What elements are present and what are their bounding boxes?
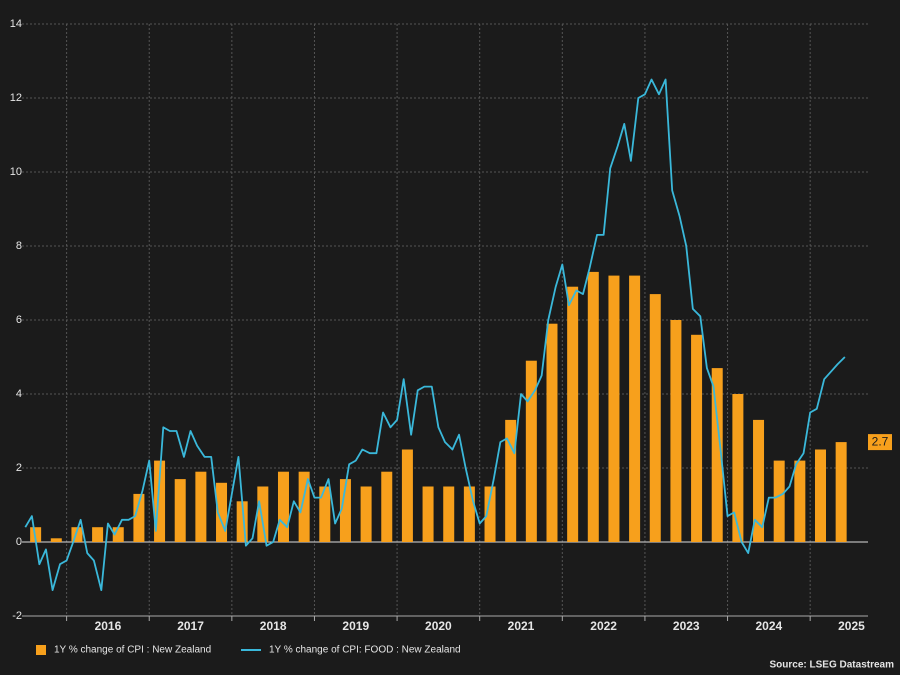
x-tick-label: 2017 (177, 619, 204, 633)
bar (443, 486, 455, 542)
source: Source: LSEG Datastream (770, 660, 895, 671)
bar (92, 527, 104, 542)
x-tick-label: 2019 (342, 619, 369, 633)
x-tick-label: 2016 (95, 619, 122, 633)
bar (216, 482, 228, 542)
bar (587, 271, 599, 542)
bar (732, 394, 744, 542)
bar (381, 471, 393, 542)
y-tick-label: 8 (16, 240, 22, 252)
bar (629, 275, 641, 542)
bar (154, 460, 166, 542)
bar (546, 323, 558, 542)
bar (463, 486, 475, 542)
bar (814, 449, 826, 542)
x-tick-label: 2025 (838, 619, 865, 633)
y-tick-label: 12 (10, 92, 22, 104)
y-tick-label: 4 (16, 388, 22, 400)
bar (257, 486, 269, 542)
bar (567, 286, 579, 542)
legend-swatch (36, 645, 46, 655)
bar (608, 275, 620, 542)
y-tick-label: 0 (16, 536, 22, 548)
x-tick-label: 2024 (756, 619, 783, 633)
bar (50, 538, 62, 542)
bar (691, 334, 703, 542)
bar (525, 360, 537, 542)
y-tick-label: 2 (16, 462, 22, 474)
bar (360, 486, 372, 542)
bar (133, 493, 145, 542)
bar (319, 486, 331, 542)
legend-label: 1Y % change of CPI : New Zealand (54, 645, 211, 656)
bar (794, 460, 806, 542)
bar (505, 419, 517, 542)
bar (711, 368, 723, 542)
y-tick-label: -2 (12, 610, 22, 622)
bar (422, 486, 434, 542)
y-tick-label: 10 (10, 166, 22, 178)
bar (112, 527, 124, 542)
bar (649, 294, 661, 542)
bar (277, 471, 289, 542)
x-tick-label: 2023 (673, 619, 700, 633)
bar (670, 320, 682, 542)
bar (71, 527, 83, 542)
x-tick-label: 2021 (508, 619, 535, 633)
bar (401, 449, 413, 542)
bar (236, 501, 248, 542)
last-value-label: 2.7 (872, 434, 889, 448)
bar (484, 486, 496, 542)
bar (195, 471, 207, 542)
x-tick-label: 2018 (260, 619, 287, 633)
bar (298, 471, 310, 542)
x-tick-label: 2022 (590, 619, 617, 633)
y-tick-label: 14 (10, 18, 22, 30)
last-value-box (868, 434, 892, 451)
y-tick-label: 6 (16, 314, 22, 326)
x-tick-label: 2020 (425, 619, 452, 633)
bar (753, 419, 765, 542)
bar (773, 460, 785, 542)
legend-label: 1Y % change of CPI: FOOD : New Zealand (269, 645, 461, 656)
bar (174, 479, 186, 542)
line (24, 78, 846, 591)
bar (835, 442, 847, 542)
bar (339, 479, 351, 542)
